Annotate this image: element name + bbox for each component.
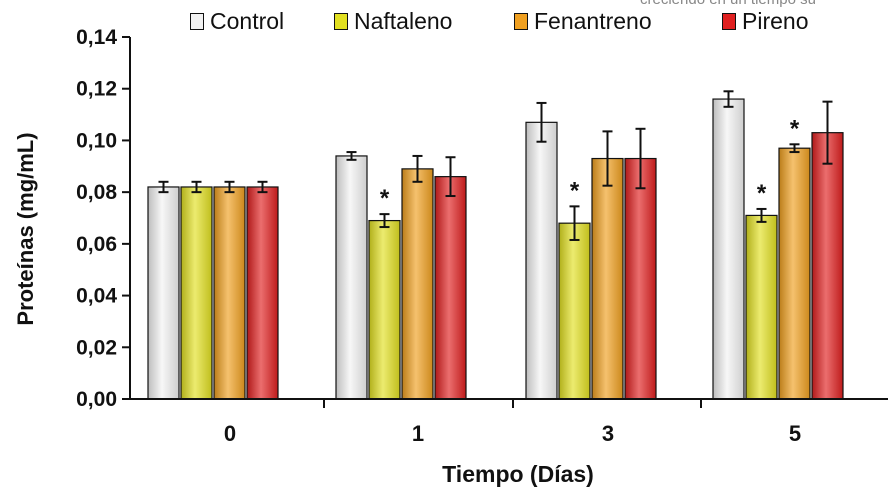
legend-label-control: Control <box>210 7 285 34</box>
y-tick-label: 0,02 <box>76 336 117 359</box>
x-tick-label: 5 <box>789 421 801 446</box>
legend-swatch-pireno <box>722 12 736 30</box>
y-tick-label: 0,12 <box>76 78 117 101</box>
bar-control-day-0 <box>147 186 180 400</box>
y-tick-label: 0,04 <box>76 285 117 308</box>
legend-item-control: Control <box>190 8 284 34</box>
legend-label-fenantreno: Fenantreno <box>534 7 652 34</box>
legend-label-pireno: Pireno <box>742 7 809 34</box>
axes-layer: 0,00 0,02 0,04 0,06 0,08 0,10 0,12 0,14 0 1 3 5 <box>76 26 888 446</box>
bar-naftaleno-day-1 <box>368 219 401 400</box>
bar-control-day-5 <box>712 98 745 400</box>
bar-control-day-3 <box>525 121 558 400</box>
bar-fenantreno-day-5 <box>778 147 811 400</box>
bar-naftaleno-day-0 <box>180 186 213 400</box>
bar-pireno-day-1 <box>434 176 467 400</box>
x-axis-label: Tiempo (Días) <box>442 461 594 487</box>
significance-asterisk-naftaleno-day-1: * <box>380 185 390 212</box>
significance-asterisk-naftaleno-day-3: * <box>570 177 580 204</box>
bar-control-day-1 <box>335 155 368 400</box>
legend-swatch-fenantreno <box>514 12 528 30</box>
bar-fenantreno-day-1 <box>401 168 434 400</box>
legend-item-fenantreno: Fenantreno <box>514 8 652 34</box>
significance-asterisk-fenantreno-day-5: * <box>790 115 800 142</box>
legend-label-naftaleno: Naftaleno <box>354 7 453 34</box>
legend-item-naftaleno: Naftaleno <box>334 8 452 34</box>
legend-swatch-naftaleno <box>334 12 348 30</box>
y-tick-label: 0,00 <box>76 388 117 411</box>
legend-item-pireno: Pireno <box>722 8 808 34</box>
y-tick-label: 0,14 <box>76 26 117 49</box>
chart-legend: Control Naftaleno Fenantreno Pireno <box>0 0 888 40</box>
bar-pireno-day-5 <box>811 132 844 400</box>
cropped-caption-text: creciendo en un tiempo su <box>640 0 816 8</box>
y-axis-label: Proteínas (mg/mL) <box>13 132 38 325</box>
x-tick-label: 1 <box>412 421 424 446</box>
bar-naftaleno-day-3 <box>558 222 591 400</box>
legend-swatch-control <box>190 12 204 30</box>
y-tick-label: 0,08 <box>76 181 117 204</box>
x-tick-label: 0 <box>224 421 236 446</box>
y-tick-label: 0,06 <box>76 233 117 256</box>
bar-fenantreno-day-0 <box>213 186 246 400</box>
y-tick-label: 0,10 <box>76 129 117 152</box>
bars-layer: * * * * <box>147 90 844 400</box>
bar-fenantreno-day-3 <box>591 157 624 400</box>
bar-naftaleno-day-5 <box>745 214 778 400</box>
bar-pireno-day-0 <box>246 186 279 400</box>
x-tick-label: 3 <box>602 421 614 446</box>
significance-asterisk-naftaleno-day-5: * <box>757 180 767 207</box>
bar-pireno-day-3 <box>624 157 657 400</box>
